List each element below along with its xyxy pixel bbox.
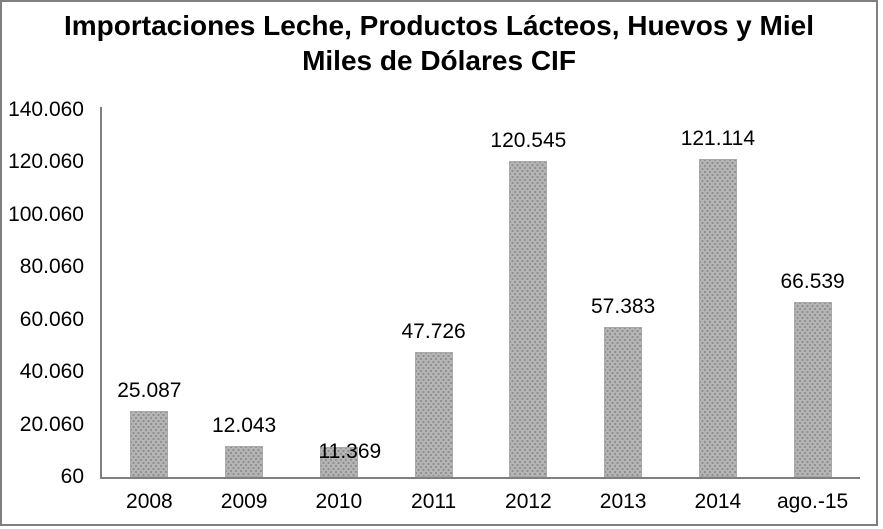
bar-value-label: 25.087 — [117, 379, 182, 403]
x-axis-line — [100, 477, 860, 479]
x-axis-category-label: 2011 — [411, 490, 457, 513]
y-axis-tick-label: 80.060 — [19, 255, 84, 278]
bar-value-label: 66.539 — [780, 270, 845, 294]
bar-value-label: 57.383 — [591, 294, 656, 318]
x-axis-category-label: 2012 — [505, 490, 552, 513]
x-axis-category-label: 2009 — [220, 490, 268, 513]
y-axis-tick-label: 100.060 — [8, 202, 84, 226]
bar-2012 — [509, 160, 548, 477]
bar-2014 — [698, 159, 737, 477]
bar-value-label: 121.114 — [680, 127, 756, 151]
bar-value-label: 47.726 — [401, 319, 466, 343]
y-axis-tick-label: 20.060 — [19, 412, 84, 436]
bar-value-label: 12.043 — [212, 413, 277, 437]
y-axis-tick-label: 60.060 — [19, 307, 84, 331]
y-axis-tick-label: 60 — [60, 465, 84, 488]
bar-2008 — [130, 411, 169, 477]
bar-ago.-15 — [793, 302, 832, 477]
bar-2009 — [225, 445, 264, 477]
y-axis-tick-label: 120.060 — [8, 150, 84, 173]
y-axis-tick-label: 40.060 — [19, 360, 84, 383]
chart-title-line1: Importaciones Leche, Productos Lácteos, … — [64, 10, 814, 41]
bar-value-label: 120.545 — [490, 128, 567, 152]
chart-title-line2: Miles de Dólares CIF — [302, 45, 576, 76]
bar-2011 — [414, 351, 453, 477]
bar-2010 — [319, 447, 358, 477]
x-axis-category-label: 2014 — [694, 490, 742, 513]
y-axis-tick-label: 140.060 — [8, 97, 84, 121]
x-axis-category-label: ago.-15 — [777, 490, 849, 513]
x-axis-category-label: 2010 — [315, 490, 363, 513]
bar-value-label: 11.369 — [318, 440, 382, 464]
bar-2013 — [604, 326, 643, 477]
y-axis-line — [100, 106, 102, 479]
chart-title: Importaciones Leche, Productos Lácteos, … — [0, 8, 878, 78]
x-axis-category-label: 2008 — [126, 490, 173, 513]
x-axis-category-label: 2013 — [599, 490, 647, 513]
